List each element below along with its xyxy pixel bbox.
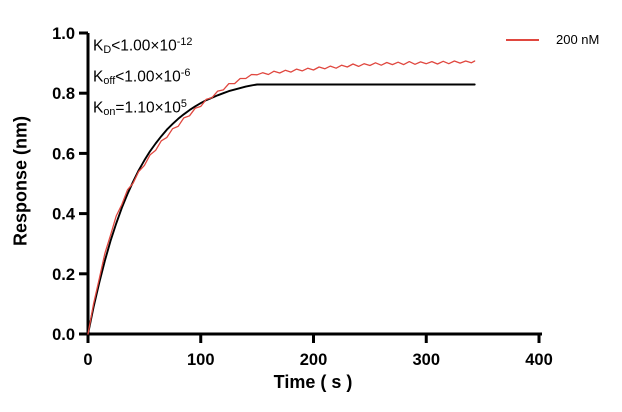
y-tick-label: 0.8 [52,85,75,103]
x-tick-label: 200 [300,351,328,369]
y-tick-label: 0.2 [52,266,75,284]
legend-line-swatch [506,38,539,41]
kinetics-annotation-line: Kon=1.10×105 [93,97,187,118]
x-tick-label: 400 [525,351,553,369]
y-tick-label: 0.0 [52,326,75,344]
y-axis-title: Response (nm) [10,115,31,247]
y-tick-label: 0.6 [52,145,75,163]
legend: 200 nM [506,32,599,47]
y-tick-label: 0.4 [52,206,76,224]
series-line-data-200nM [87,60,476,335]
x-axis-title: Time ( s ) [273,372,353,392]
legend-label: 200 nM [556,32,600,47]
series-line-fit [87,83,476,335]
y-tick-label: 1.0 [52,25,75,43]
kinetics-annotation-line: KD<1.00×10-12 [93,36,193,56]
kinetics-annotations: KD<1.00×10-12 Koff<1.00×10-6 Kon=1.10×105 [93,31,192,123]
x-tick-label: 300 [412,351,440,369]
kinetics-annotation-line: Koff<1.00×10-6 [93,66,191,87]
x-tick-label: 0 [83,351,92,369]
x-tick-label: 100 [187,351,215,369]
